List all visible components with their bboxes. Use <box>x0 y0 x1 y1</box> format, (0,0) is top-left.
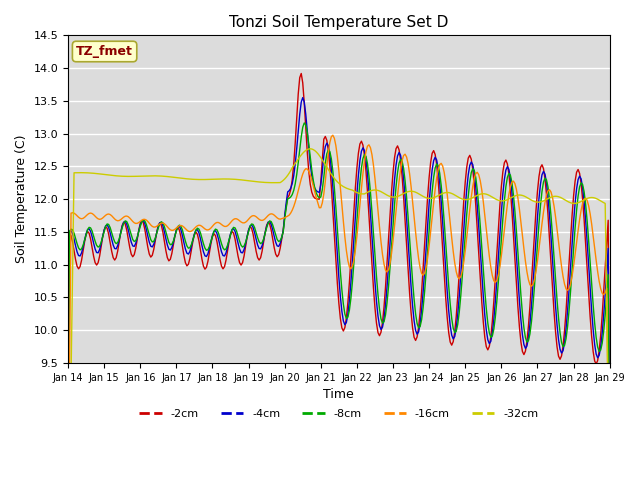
Text: TZ_fmet: TZ_fmet <box>76 45 133 58</box>
Y-axis label: Soil Temperature (C): Soil Temperature (C) <box>15 135 28 264</box>
Title: Tonzi Soil Temperature Set D: Tonzi Soil Temperature Set D <box>229 15 449 30</box>
Legend: -2cm, -4cm, -8cm, -16cm, -32cm: -2cm, -4cm, -8cm, -16cm, -32cm <box>135 404 543 423</box>
X-axis label: Time: Time <box>323 388 354 401</box>
